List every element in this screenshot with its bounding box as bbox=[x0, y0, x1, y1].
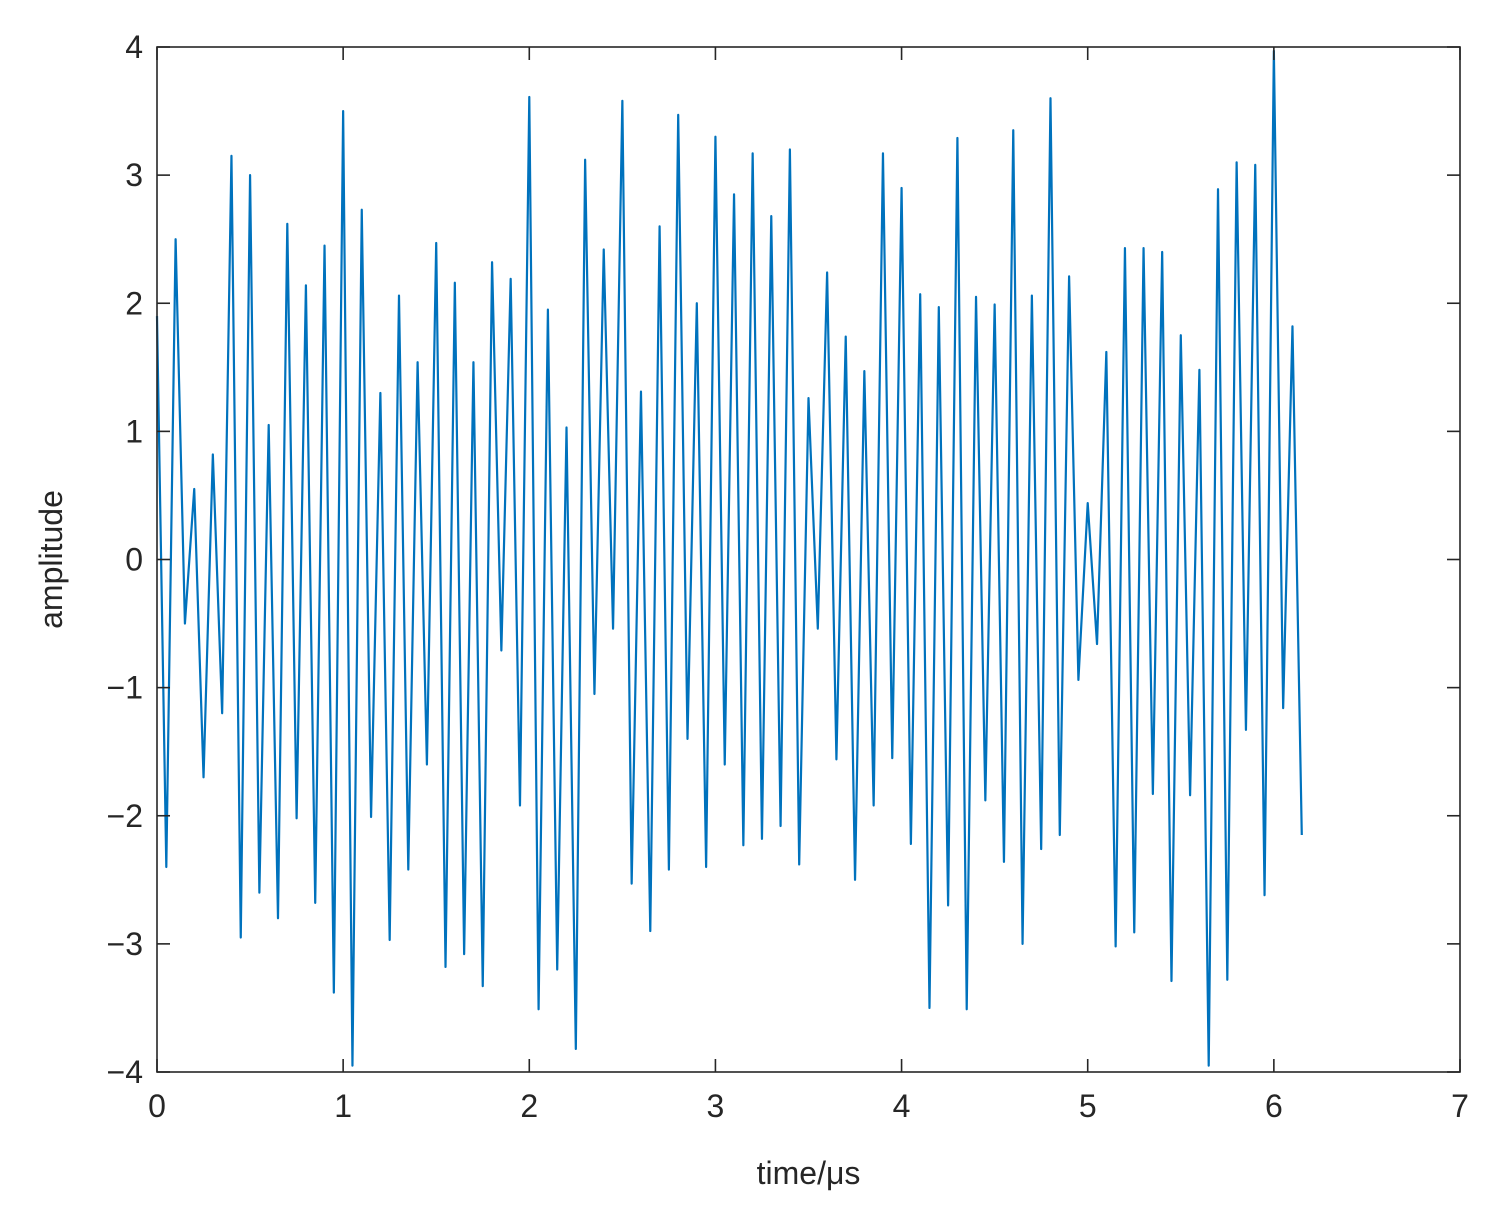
y-tick-label: −1 bbox=[107, 670, 143, 706]
x-tick-label: 7 bbox=[1451, 1088, 1469, 1124]
x-tick-label: 6 bbox=[1265, 1088, 1283, 1124]
x-tick-label: 3 bbox=[707, 1088, 725, 1124]
y-axis-label: amplitude bbox=[33, 490, 69, 629]
y-tick-label: −4 bbox=[107, 1054, 143, 1090]
y-tick-label: 2 bbox=[125, 285, 143, 321]
series-layer bbox=[155, 49, 1303, 1067]
x-tick-label: 1 bbox=[334, 1088, 352, 1124]
x-axis-label: time/μs bbox=[757, 1155, 861, 1191]
y-tick-label: 3 bbox=[125, 157, 143, 193]
axis-ticks: 0 1 2 3 4 5 6 7 −4 −3 −2 −1 0 1 2 3 4 bbox=[107, 29, 1469, 1124]
y-tick-label: −3 bbox=[107, 926, 143, 962]
y-tick-label: 0 bbox=[125, 542, 143, 578]
x-tick-label: 2 bbox=[520, 1088, 538, 1124]
x-tick-label: 5 bbox=[1079, 1088, 1097, 1124]
x-tick-label: 0 bbox=[148, 1088, 166, 1124]
x-tick-label: 4 bbox=[893, 1088, 911, 1124]
series-line bbox=[155, 49, 1303, 1067]
y-tick-label: 1 bbox=[125, 413, 143, 449]
plot-area-frame bbox=[156, 46, 1461, 1073]
y-tick-label: 4 bbox=[125, 29, 143, 65]
y-tick-label: −2 bbox=[107, 798, 143, 834]
